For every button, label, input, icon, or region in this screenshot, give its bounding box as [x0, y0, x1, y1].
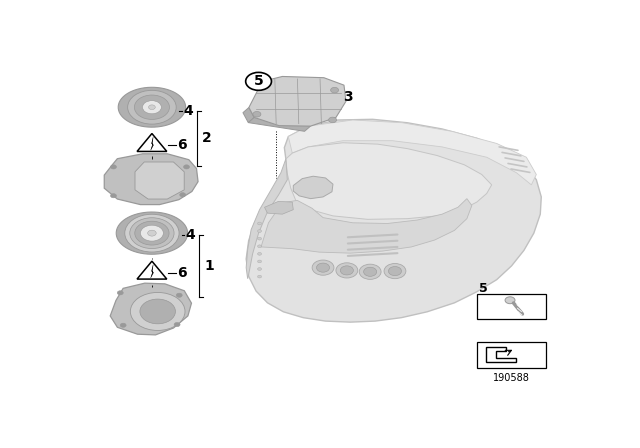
Polygon shape [248, 117, 310, 131]
Polygon shape [118, 87, 186, 127]
Circle shape [131, 293, 185, 331]
Polygon shape [246, 159, 287, 279]
Circle shape [257, 260, 262, 263]
Circle shape [174, 323, 180, 327]
Polygon shape [137, 134, 167, 151]
Circle shape [134, 95, 170, 120]
Circle shape [130, 218, 174, 249]
Circle shape [143, 101, 161, 114]
Text: 6: 6 [177, 266, 187, 280]
Circle shape [384, 263, 406, 279]
Polygon shape [286, 143, 492, 220]
Circle shape [253, 83, 261, 89]
Polygon shape [110, 283, 191, 335]
Circle shape [359, 264, 381, 280]
Circle shape [141, 225, 163, 241]
Text: 3: 3 [343, 90, 353, 104]
Circle shape [120, 323, 126, 327]
Circle shape [364, 267, 377, 276]
Text: 190588: 190588 [493, 373, 530, 383]
Polygon shape [249, 77, 346, 126]
Circle shape [257, 253, 262, 255]
Circle shape [336, 263, 358, 278]
Circle shape [312, 260, 334, 275]
Circle shape [117, 291, 124, 295]
Polygon shape [288, 120, 536, 185]
Polygon shape [150, 137, 154, 150]
Circle shape [505, 297, 515, 304]
Text: 1: 1 [204, 259, 214, 273]
Circle shape [184, 165, 189, 169]
Circle shape [253, 112, 261, 117]
Polygon shape [135, 162, 184, 199]
Circle shape [257, 245, 262, 248]
Circle shape [148, 230, 156, 236]
Circle shape [328, 117, 337, 123]
Circle shape [180, 193, 186, 197]
Polygon shape [246, 119, 541, 322]
FancyBboxPatch shape [477, 293, 547, 319]
Polygon shape [264, 202, 293, 214]
Text: 4: 4 [183, 103, 193, 118]
Circle shape [317, 263, 330, 272]
Polygon shape [261, 198, 472, 253]
Circle shape [257, 275, 262, 278]
Circle shape [111, 194, 116, 198]
Circle shape [140, 299, 175, 324]
Circle shape [246, 73, 271, 90]
Circle shape [135, 221, 169, 245]
Polygon shape [243, 108, 254, 123]
Circle shape [148, 105, 156, 110]
Circle shape [340, 266, 353, 275]
Polygon shape [486, 347, 516, 362]
Circle shape [176, 293, 182, 297]
Polygon shape [116, 212, 188, 254]
Circle shape [257, 237, 262, 240]
Circle shape [257, 222, 262, 225]
Polygon shape [150, 265, 154, 278]
Text: 6: 6 [177, 138, 187, 152]
Circle shape [125, 214, 179, 252]
FancyBboxPatch shape [477, 342, 547, 368]
Circle shape [257, 230, 262, 233]
Circle shape [127, 90, 176, 124]
Polygon shape [293, 176, 333, 198]
Circle shape [388, 267, 401, 276]
Text: 5: 5 [253, 74, 264, 88]
Polygon shape [104, 154, 198, 205]
Circle shape [331, 87, 339, 93]
Text: 2: 2 [202, 131, 211, 145]
Circle shape [257, 267, 262, 271]
Circle shape [111, 165, 116, 169]
Text: 5: 5 [479, 282, 488, 295]
Polygon shape [137, 261, 167, 279]
Text: 4: 4 [186, 228, 195, 242]
